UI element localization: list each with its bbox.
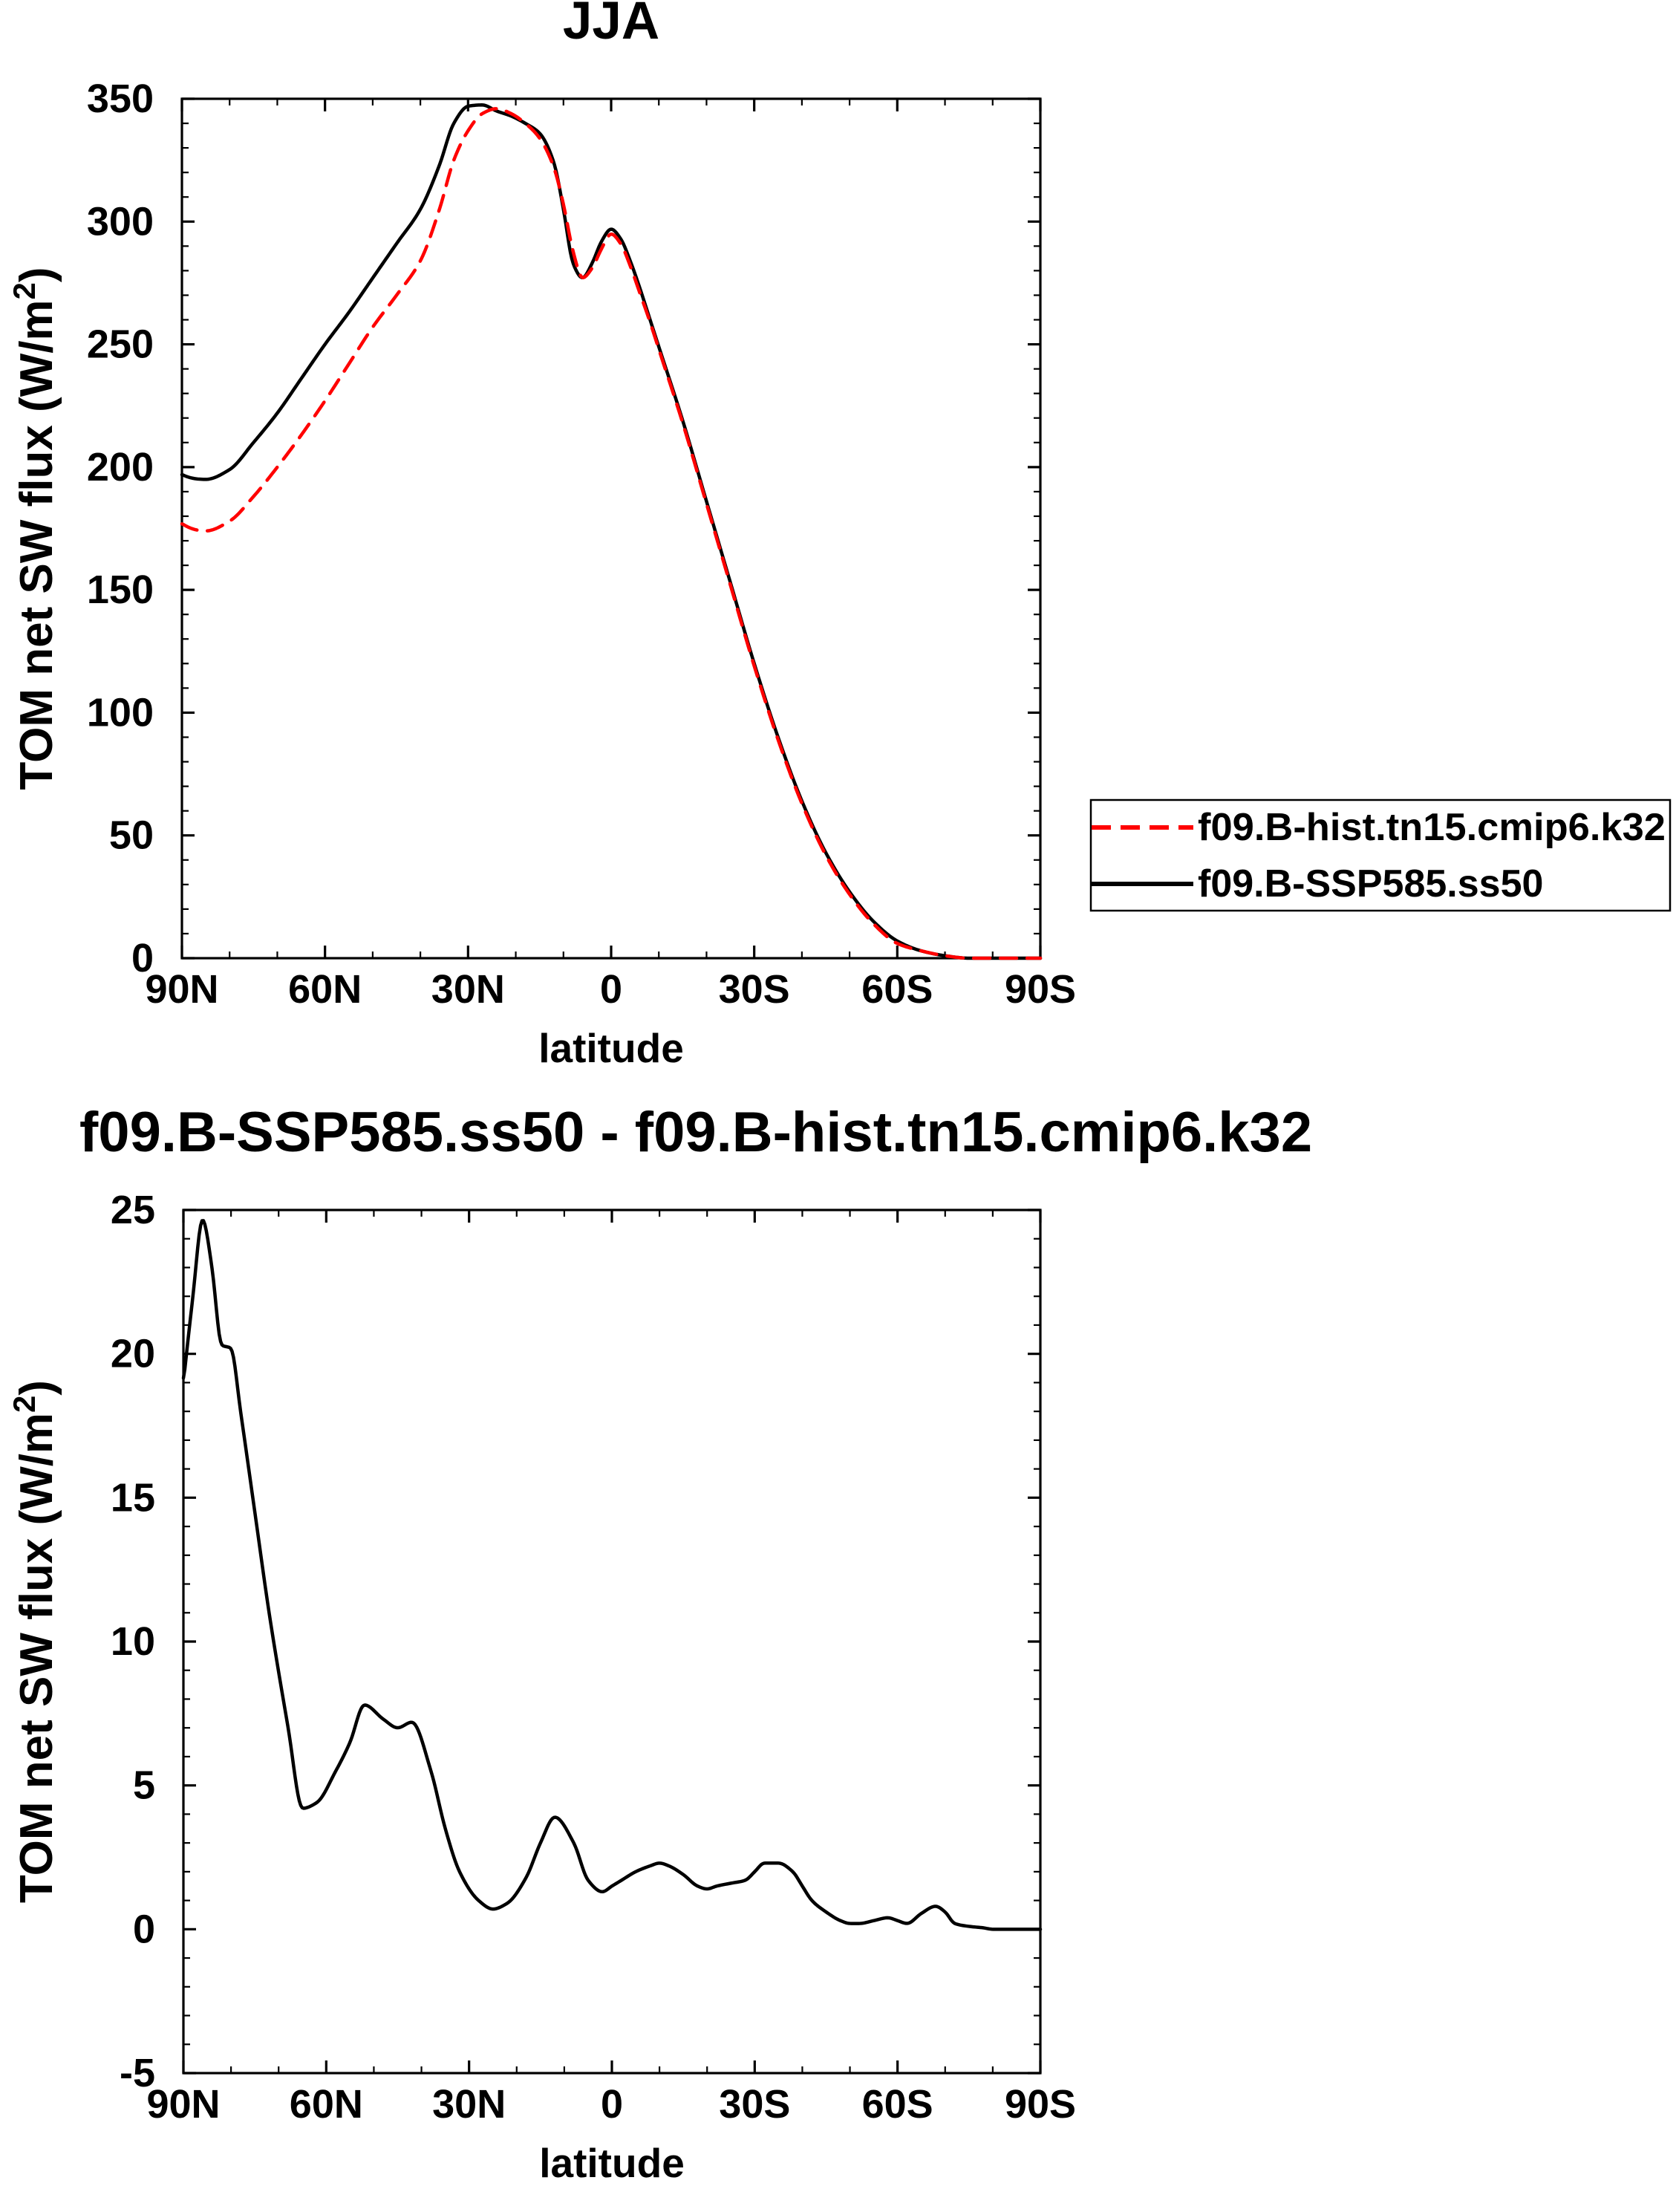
svg-text:f09.B-hist.tn15.cmip6.k32: f09.B-hist.tn15.cmip6.k32 [1198, 806, 1666, 849]
svg-text:0: 0 [601, 2082, 623, 2127]
svg-text:latitude: latitude [538, 1025, 684, 1071]
svg-text:30N: 30N [431, 967, 505, 1012]
svg-text:f09.B-SSP585.ss50 - f09.B-hist: f09.B-SSP585.ss50 - f09.B-hist.tn15.cmip… [79, 1101, 1312, 1164]
svg-text:0: 0 [600, 967, 622, 1012]
svg-text:30S: 30S [719, 967, 790, 1012]
svg-text:f09.B-SSP585.ss50: f09.B-SSP585.ss50 [1198, 862, 1543, 905]
svg-text:60S: 60S [862, 2082, 933, 2127]
svg-text:250: 250 [87, 322, 154, 367]
svg-text:50: 50 [109, 813, 154, 858]
svg-text:30S: 30S [719, 2082, 790, 2127]
svg-text:90S: 90S [1005, 967, 1076, 1012]
svg-text:60N: 60N [288, 967, 362, 1012]
svg-text:JJA: JJA [563, 0, 659, 51]
svg-text:10: 10 [111, 1619, 155, 1664]
svg-text:15: 15 [111, 1475, 155, 1520]
svg-text:5: 5 [133, 1763, 155, 1808]
svg-text:latitude: latitude [539, 2140, 685, 2186]
svg-text:TOM net SW flux (W/m2): TOM net SW flux (W/m2) [7, 267, 63, 790]
svg-text:90S: 90S [1005, 2082, 1076, 2127]
svg-text:350: 350 [87, 77, 154, 121]
svg-text:200: 200 [87, 445, 154, 489]
svg-text:60S: 60S [861, 967, 933, 1012]
svg-text:25: 25 [111, 1188, 155, 1232]
svg-text:60N: 60N [290, 2082, 363, 2127]
svg-text:300: 300 [87, 199, 154, 244]
svg-text:0: 0 [133, 1907, 155, 1951]
svg-text:20: 20 [111, 1332, 155, 1376]
svg-text:TOM net SW flux (W/m2): TOM net SW flux (W/m2) [7, 1380, 63, 1903]
svg-text:100: 100 [87, 690, 154, 735]
svg-text:150: 150 [87, 567, 154, 612]
svg-text:30N: 30N [432, 2082, 506, 2127]
svg-text:90N: 90N [146, 2082, 220, 2127]
svg-text:90N: 90N [145, 967, 218, 1012]
